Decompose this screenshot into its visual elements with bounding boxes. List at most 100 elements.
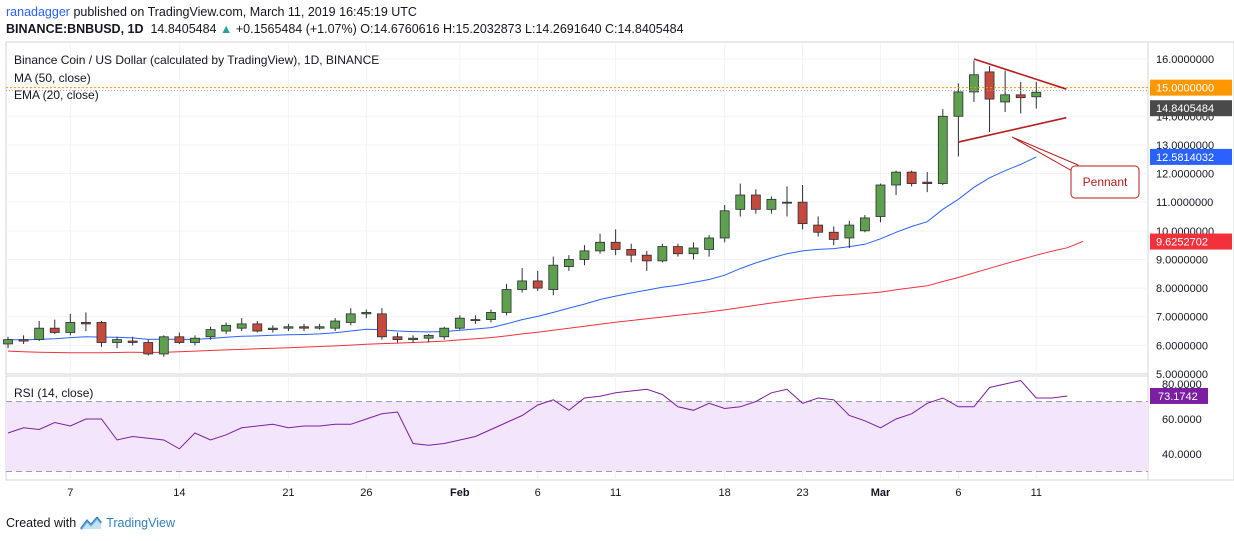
candle-body (392, 336, 403, 341)
candle-up[interactable] (595, 233, 605, 254)
candle-up[interactable] (314, 323, 325, 330)
candle-up[interactable] (330, 318, 341, 332)
change-value: +0.1565484 (+1.07%) (235, 22, 357, 36)
candle-body (96, 322, 107, 343)
tradingview-logo-icon (80, 516, 103, 530)
candle-up[interactable] (361, 309, 372, 319)
author-link[interactable]: ranadagger (6, 5, 70, 19)
candle-up[interactable] (844, 220, 855, 249)
candle-down[interactable] (797, 185, 808, 230)
ma-legend-label: MA (50, close) (14, 71, 91, 85)
candle-body (112, 339, 122, 343)
candle-up[interactable] (860, 215, 870, 233)
candle-body (377, 313, 387, 338)
candle-up[interactable] (236, 318, 247, 332)
tradingview-brand-link[interactable]: TradingView (106, 516, 175, 530)
candle-body (532, 280, 543, 289)
pennant-pattern[interactable] (958, 58, 1067, 143)
candle-up[interactable] (439, 326, 450, 340)
rsi-last-box (1150, 387, 1208, 404)
candle-up[interactable] (267, 325, 278, 333)
candle-down[interactable] (18, 335, 29, 344)
pennant-callout[interactable]: Pennant (1011, 136, 1140, 199)
candle-down[interactable] (377, 308, 387, 340)
candle-body (299, 326, 309, 329)
candle-up[interactable] (953, 83, 964, 157)
candle-down[interactable] (96, 321, 107, 347)
candle-down[interactable] (906, 170, 917, 187)
candle-up[interactable] (563, 255, 574, 271)
candle-body (49, 327, 60, 333)
candle-up[interactable] (1000, 70, 1011, 112)
candle-body (190, 337, 200, 343)
candle-up[interactable] (3, 336, 13, 349)
candle-down[interactable] (828, 226, 839, 246)
candle-down[interactable] (252, 321, 263, 333)
candle-body (704, 237, 714, 250)
candle-up[interactable] (205, 326, 216, 340)
candle-up[interactable] (782, 186, 792, 217)
candle-up[interactable] (190, 335, 200, 346)
open-label: O: (360, 22, 374, 36)
candle-down[interactable] (610, 229, 621, 256)
candle-body (595, 241, 605, 252)
candle-up[interactable] (735, 183, 746, 217)
candle-down[interactable] (174, 332, 185, 344)
candle-up[interactable] (408, 335, 418, 343)
candle-down[interactable] (143, 339, 154, 356)
low-value: 14.2691640 (535, 22, 602, 36)
candle-up[interactable] (875, 183, 886, 223)
candle-body (937, 115, 948, 184)
candle-up[interactable] (112, 336, 122, 349)
candle-up[interactable] (345, 308, 356, 326)
candle-up[interactable] (486, 309, 496, 323)
main-chart-title: Binance Coin / US Dollar (calculated by … (14, 53, 379, 67)
candle-up[interactable] (158, 335, 169, 357)
price-label-text: 12.5814032 (1156, 152, 1214, 164)
candle-down[interactable] (49, 319, 60, 334)
candle-body (844, 224, 855, 239)
candle-down[interactable] (532, 270, 543, 291)
candle-up[interactable] (454, 315, 465, 330)
candle-up[interactable] (548, 256, 559, 296)
candle-down[interactable] (81, 312, 91, 332)
candle-body (922, 181, 933, 184)
candle-up[interactable] (501, 283, 512, 316)
candle-up[interactable] (221, 322, 232, 334)
candle-up[interactable] (423, 333, 434, 343)
candle-up[interactable] (470, 315, 481, 324)
candle-down[interactable] (392, 332, 403, 343)
candle-up[interactable] (283, 323, 294, 332)
candle-up[interactable] (65, 313, 76, 336)
candle-down[interactable] (813, 216, 824, 237)
candle-up[interactable] (937, 109, 948, 186)
candle-down[interactable] (127, 336, 138, 346)
candle-up[interactable] (719, 205, 730, 243)
candle-up[interactable] (766, 196, 777, 214)
candle-up[interactable] (891, 170, 901, 196)
candle-down[interactable] (641, 250, 652, 271)
created-with-label: Created with (6, 516, 77, 530)
candle-up[interactable] (969, 60, 979, 102)
candle-down[interactable] (1015, 81, 1026, 114)
candle-down[interactable] (673, 243, 683, 257)
close-value: 14.8405484 (617, 22, 684, 36)
candle-down[interactable] (626, 243, 637, 263)
candle-down[interactable] (984, 66, 995, 133)
candle-up[interactable] (517, 268, 528, 293)
last-price: 14.8405484 (150, 22, 217, 36)
price-label-box (1150, 148, 1232, 165)
candle-down[interactable] (750, 189, 761, 214)
candle-up[interactable] (688, 242, 699, 260)
candle-down[interactable] (922, 172, 933, 193)
candle-up[interactable] (1031, 81, 1042, 109)
candle-up[interactable] (34, 321, 45, 342)
y-tick-label: 7.0000000 (1156, 312, 1208, 324)
candle-up[interactable] (657, 243, 668, 263)
candle-body (361, 312, 372, 315)
candle-up[interactable] (704, 235, 714, 257)
candle-up[interactable] (579, 245, 590, 266)
candle-body (174, 336, 185, 343)
candle-down[interactable] (299, 323, 309, 332)
